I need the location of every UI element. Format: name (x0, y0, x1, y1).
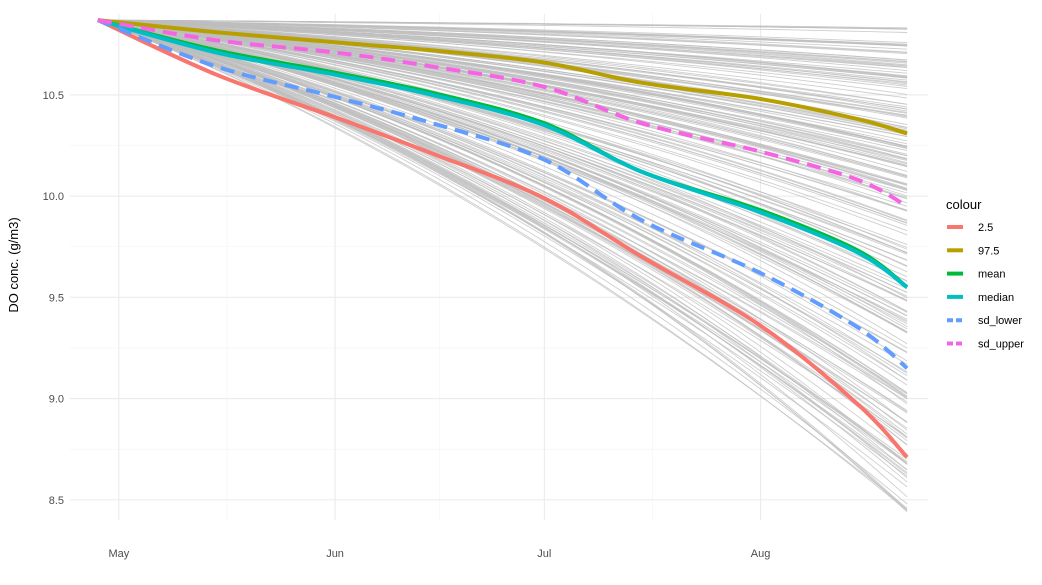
ensemble-line (97, 19, 908, 512)
ensemble-line (97, 19, 908, 293)
ensemble-line (97, 19, 908, 299)
ensemble-line (97, 19, 908, 186)
series-line-median (97, 18, 909, 289)
series-line-2-5 (97, 18, 909, 459)
ensemble-line (97, 19, 908, 278)
x-tick-label: Jun (326, 548, 344, 560)
x-tick-label: May (108, 548, 129, 560)
x-tick-label: Aug (751, 548, 771, 560)
y-tick-label: 9.5 (49, 292, 64, 304)
y-tick-label: 10.0 (43, 191, 64, 203)
ensemble-line (97, 19, 908, 255)
major-gridlines (70, 14, 928, 520)
y-axis-title: DO conc. (g/m3) (6, 217, 21, 312)
legend-label: sd_upper (978, 339, 1024, 351)
ensemble-line (97, 19, 908, 77)
legend-label: mean (978, 269, 1006, 281)
x-axis-tick-labels: May Jun Jul Aug (108, 548, 770, 560)
legend-label: 97.5 (978, 245, 999, 257)
legend-label: 2.5 (978, 222, 993, 234)
ensemble-line (97, 19, 908, 395)
legend-label: sd_lower (978, 315, 1022, 327)
ensemble-line (97, 19, 908, 53)
ensemble-line (97, 19, 908, 30)
ensemble-line (97, 19, 908, 377)
ensemble-line (97, 19, 908, 160)
series-line-97-5 (97, 18, 908, 136)
legend-title: colour (946, 197, 982, 212)
ensemble-line (97, 19, 908, 471)
ensemble-line (97, 19, 908, 282)
ensemble-line (97, 19, 908, 69)
ensemble-line (97, 19, 908, 442)
y-tick-label: 8.5 (49, 495, 64, 507)
ensemble-line (97, 19, 908, 105)
ensemble-line (97, 19, 908, 46)
ensemble-line (97, 19, 908, 176)
ensemble-line (97, 19, 908, 85)
legend-items: 2.5 97.5 mean median sd_lower sd_upper (946, 218, 1024, 353)
legend-key-background (946, 311, 964, 330)
ensemble-line (97, 19, 908, 117)
x-tick-label: Jul (537, 548, 551, 560)
ensemble-line (97, 19, 908, 400)
ensemble-lines (97, 19, 908, 513)
ensemble-line (97, 19, 908, 399)
ensemble-line (97, 19, 908, 438)
y-axis-tick-labels: 8.5 9.0 9.5 10.0 10.5 (43, 90, 64, 507)
y-tick-label: 9.0 (49, 394, 64, 406)
legend-label: median (978, 292, 1014, 304)
legend: colour 2.5 97.5 mean median sd_lower sd_upper (946, 197, 1024, 353)
ensemble-line (97, 19, 908, 282)
legend-key-background (946, 334, 964, 353)
ensemble-line (97, 19, 908, 62)
summary-series-lines (97, 18, 909, 459)
ensemble-line (97, 19, 908, 373)
ensemble-line (97, 19, 908, 505)
ensemble-line (97, 19, 908, 429)
series-line-sd-upper (97, 18, 909, 209)
y-tick-label: 10.5 (43, 90, 64, 102)
ensemble-line (97, 19, 908, 455)
